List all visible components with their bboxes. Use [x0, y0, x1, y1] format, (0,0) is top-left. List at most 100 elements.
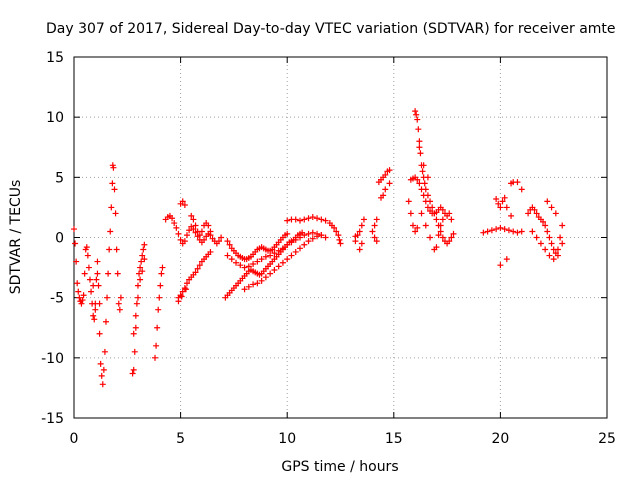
data-point: [405, 198, 412, 205]
y-tick-label: 5: [55, 170, 64, 186]
data-point: [267, 270, 274, 277]
data-point: [537, 240, 544, 247]
data-point: [284, 256, 291, 263]
data-point: [301, 241, 308, 248]
data-point: [134, 294, 141, 301]
data-point: [503, 256, 510, 263]
data-point: [141, 256, 148, 263]
data-point: [137, 264, 144, 271]
data-point: [288, 252, 295, 259]
data-point: [130, 330, 137, 337]
data-point: [446, 210, 453, 217]
data-point: [130, 366, 137, 373]
data-point: [493, 226, 500, 233]
data-point: [420, 192, 427, 199]
data-point: [94, 258, 101, 265]
data-point: [139, 252, 146, 259]
data-point: [173, 224, 180, 231]
data-point: [181, 238, 188, 245]
data-point: [224, 252, 231, 259]
data-point: [559, 240, 566, 247]
data-point: [102, 318, 109, 325]
data-point: [110, 164, 117, 171]
data-point: [309, 214, 316, 221]
data-point: [188, 212, 195, 219]
data-point: [254, 280, 261, 287]
data-point: [424, 174, 431, 181]
data-point: [546, 252, 553, 259]
data-point: [198, 228, 205, 235]
data-point: [85, 264, 92, 271]
data-point: [88, 288, 95, 295]
data-point: [412, 228, 419, 235]
data-point: [439, 234, 446, 241]
data-point: [86, 276, 93, 283]
x-tick-label: 5: [176, 431, 185, 447]
data-point: [386, 167, 393, 174]
x-axis-ticks: 0 5 10 15 20 25: [70, 57, 616, 447]
data-point: [544, 198, 551, 205]
data-point: [435, 232, 442, 239]
x-tick-label: 10: [278, 431, 296, 447]
data-point: [422, 198, 429, 205]
chart-title: Day 307 of 2017, Sidereal Day-to-day VTE…: [46, 21, 616, 37]
data-point: [314, 215, 321, 222]
data-point: [497, 204, 504, 211]
data-point: [99, 381, 106, 388]
data-point: [318, 216, 325, 223]
y-tick-label: -5: [50, 291, 64, 307]
data-point: [552, 210, 559, 217]
data-point: [75, 288, 82, 295]
data-point: [427, 234, 434, 241]
data-point: [101, 348, 108, 355]
data-point: [139, 268, 146, 275]
data-point: [117, 294, 124, 301]
data-point: [337, 240, 344, 247]
data-point: [181, 202, 188, 209]
data-point: [488, 227, 495, 234]
data-point: [514, 179, 521, 186]
data-point: [407, 210, 414, 217]
x-tick-label: 15: [385, 431, 403, 447]
data-point: [241, 286, 248, 293]
data-point: [333, 228, 340, 235]
data-point: [93, 276, 100, 283]
data-point: [183, 232, 190, 239]
data-point: [382, 186, 389, 193]
data-point: [437, 228, 444, 235]
data-point: [114, 270, 121, 277]
data-point: [92, 306, 99, 313]
data-point: [241, 264, 248, 271]
data-point: [254, 258, 261, 265]
data-point: [305, 215, 312, 222]
data-point: [90, 312, 97, 319]
data-point: [418, 210, 425, 217]
data-point: [335, 232, 342, 239]
data-point: [108, 204, 115, 211]
data-point: [422, 222, 429, 229]
data-point: [501, 194, 508, 201]
data-point: [409, 222, 416, 229]
data-point: [309, 235, 316, 242]
data-point: [331, 224, 338, 231]
data-point: [116, 306, 123, 313]
data-point: [90, 282, 97, 289]
data-point: [80, 292, 87, 299]
data-point: [175, 230, 182, 237]
data-point: [419, 168, 426, 175]
data-point: [179, 198, 186, 205]
data-point: [421, 180, 428, 187]
data-point: [192, 222, 199, 229]
data-point: [141, 241, 148, 248]
data-point: [175, 298, 182, 305]
data-point: [546, 234, 553, 241]
data-point: [153, 342, 160, 349]
data-point: [448, 234, 455, 241]
data-point: [95, 282, 102, 289]
data-point: [132, 324, 139, 331]
data-point: [262, 253, 269, 260]
data-point: [245, 283, 252, 290]
x-tick-label: 25: [598, 431, 616, 447]
data-point: [104, 294, 111, 301]
data-point: [292, 248, 299, 255]
